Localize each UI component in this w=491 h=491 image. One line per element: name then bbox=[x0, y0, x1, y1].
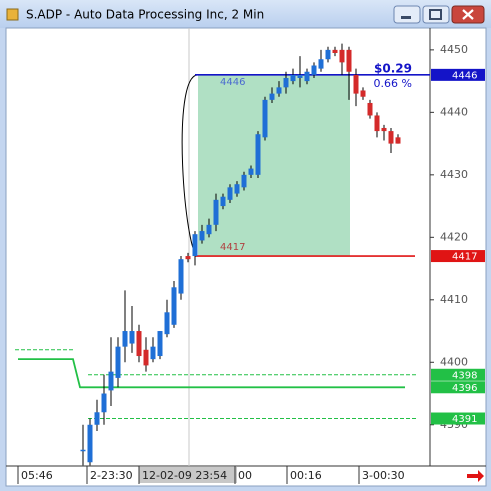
x-tick-label: 2-23:30 bbox=[90, 469, 133, 482]
candle-body bbox=[332, 49, 338, 53]
candle-body bbox=[227, 187, 233, 200]
minimize-icon bbox=[401, 16, 411, 19]
candle-body bbox=[122, 331, 128, 347]
cursor-time-box bbox=[139, 467, 237, 483]
y-tick-label: 4400 bbox=[440, 355, 468, 368]
change-percent: 0.66 % bbox=[374, 77, 412, 90]
candle-body bbox=[199, 231, 205, 241]
y-tick-label: 4430 bbox=[440, 168, 468, 181]
x-tick-label: 05:46 bbox=[21, 469, 53, 482]
candle-body bbox=[220, 196, 226, 207]
app-icon bbox=[6, 8, 19, 21]
candle-body bbox=[206, 224, 212, 235]
candle-body bbox=[136, 331, 142, 357]
candle-body bbox=[283, 77, 289, 88]
candle-body bbox=[318, 59, 324, 69]
price-level-box bbox=[431, 381, 485, 394]
candle-body bbox=[262, 99, 268, 138]
maximize-button[interactable] bbox=[422, 5, 450, 24]
candle-body bbox=[241, 174, 247, 188]
plot: 4390440044104420443044404450444644174398… bbox=[15, 43, 485, 484]
candle-body bbox=[276, 87, 282, 94]
candle-body bbox=[360, 90, 366, 97]
candle-body bbox=[325, 49, 331, 60]
y-tick-label: 4420 bbox=[440, 230, 468, 243]
minimize-button[interactable] bbox=[393, 5, 421, 24]
x-tick-label: 3-00:30 bbox=[362, 469, 405, 482]
price-level-label: 4398 bbox=[452, 370, 477, 381]
price-level-box bbox=[431, 368, 485, 381]
candle-body bbox=[164, 312, 170, 335]
candle-body bbox=[115, 346, 121, 378]
candle-body bbox=[143, 349, 149, 366]
y-tick-label: 4450 bbox=[440, 43, 468, 56]
candle-body bbox=[178, 259, 184, 294]
window-buttons bbox=[393, 5, 485, 24]
candle-body bbox=[381, 127, 387, 132]
candle-body bbox=[150, 346, 156, 360]
price-level-box bbox=[431, 412, 485, 425]
candle-body bbox=[234, 184, 240, 194]
candle-body bbox=[80, 449, 86, 452]
y-tick-label: 4440 bbox=[440, 105, 468, 118]
zone-bottom-label: 4417 bbox=[220, 242, 245, 253]
candle-body bbox=[304, 71, 310, 82]
candle-body bbox=[346, 49, 352, 72]
candle-body bbox=[290, 74, 296, 82]
candle-body bbox=[269, 93, 275, 100]
price-level-box bbox=[431, 68, 485, 81]
candle-body bbox=[94, 412, 100, 425]
candle-body bbox=[213, 199, 219, 225]
candle-body bbox=[353, 74, 359, 94]
scroll-arrow[interactable] bbox=[467, 470, 484, 482]
x-tick-label: 00 bbox=[238, 469, 252, 482]
candle-body bbox=[339, 49, 345, 63]
indicator-line bbox=[18, 358, 405, 389]
y-tick-label: 4410 bbox=[440, 293, 468, 306]
measure-zone bbox=[198, 74, 350, 257]
window-title: S.ADP - Auto Data Processing Inc, 2 Min bbox=[26, 8, 264, 22]
x-tick-label: 00:16 bbox=[290, 469, 322, 482]
candle-body bbox=[374, 115, 380, 132]
zone-top-label: 4446 bbox=[220, 77, 245, 88]
candle-body bbox=[311, 65, 317, 75]
close-icon bbox=[462, 9, 474, 20]
candle-body bbox=[129, 331, 135, 344]
price-level-label: 4391 bbox=[452, 414, 477, 425]
candle-body bbox=[388, 131, 394, 144]
candle-body bbox=[87, 424, 93, 463]
price-level-label: 4396 bbox=[452, 383, 477, 394]
candle-body bbox=[108, 371, 114, 391]
candle-body bbox=[171, 287, 177, 325]
price-level-box bbox=[431, 250, 485, 263]
candle-body bbox=[297, 74, 303, 78]
candle-body bbox=[101, 393, 107, 413]
candle-body bbox=[367, 102, 373, 116]
candle-body bbox=[255, 134, 261, 175]
change-amount: $0.29 bbox=[374, 62, 412, 76]
candle-body bbox=[192, 234, 198, 257]
price-level-label: 4446 bbox=[452, 70, 477, 81]
x-tick-label: 12-02-09 23:54 bbox=[142, 469, 227, 482]
candle-body bbox=[157, 331, 163, 357]
candle-body bbox=[395, 137, 401, 144]
candle-body bbox=[248, 168, 254, 175]
price-level-label: 4417 bbox=[452, 252, 477, 263]
maximize-icon bbox=[429, 9, 442, 20]
candle-body bbox=[185, 256, 191, 260]
